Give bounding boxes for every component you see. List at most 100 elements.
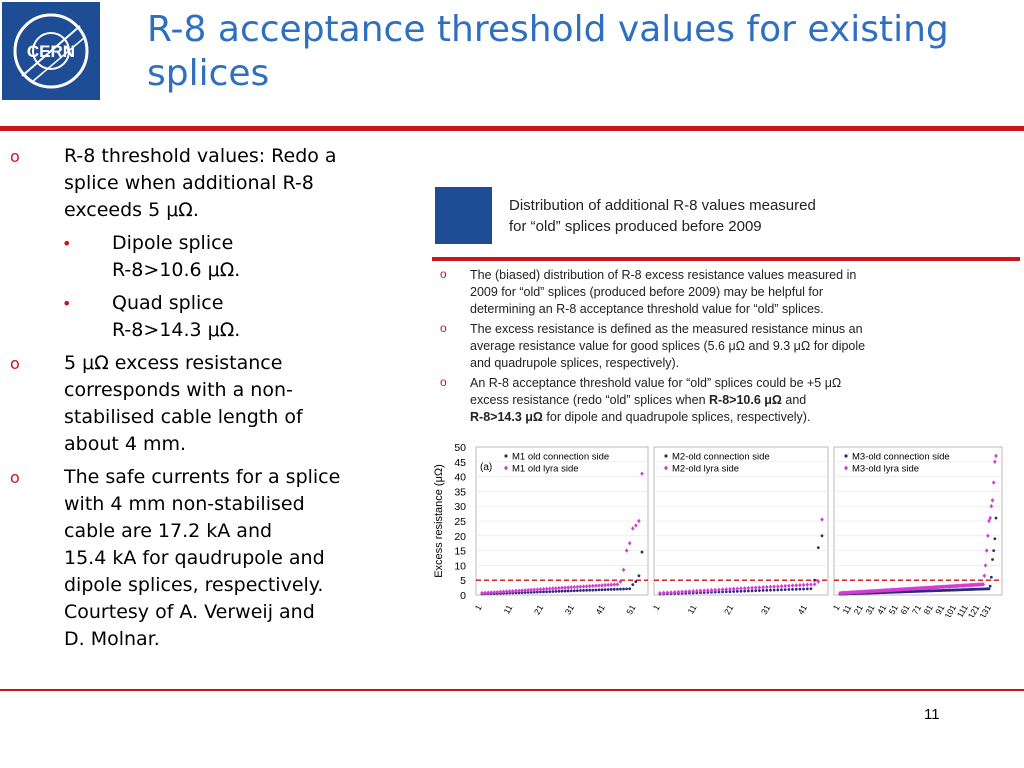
bullet-text: D. Molnar. [64, 628, 160, 650]
data-point [591, 588, 595, 592]
data-point [816, 579, 821, 584]
data-point [560, 589, 564, 593]
data-point [695, 588, 699, 594]
bullet-text: cable are 17.2 kA and [64, 520, 273, 542]
data-point [772, 584, 776, 589]
legend-label: M2-old connection side [672, 452, 770, 463]
x-tick-label: 111 [955, 603, 970, 617]
quad-threshold: R-8>14.3 μΩ [470, 410, 543, 424]
figure-bullet-text-part: excess resistance (redo “old” splices wh… [470, 393, 709, 407]
data-point [798, 587, 802, 591]
data-point [805, 587, 809, 591]
bullet-text: corresponds with a non- [64, 379, 293, 401]
excess-resistance-chart: Excess resistance (μΩ) 0 5 10 15 20 25 30 35 40 45… [433, 442, 1003, 617]
data-point [742, 586, 747, 591]
figure-logo-graphic: CERN [441, 445, 486, 490]
bullet-marker: o [10, 354, 20, 373]
data-point [587, 583, 592, 589]
data-point [532, 587, 537, 592]
x-tick-label: 21 [532, 603, 546, 616]
y-axis-label: Excess resistance (μΩ) [433, 464, 445, 578]
data-point [603, 582, 607, 588]
embedded-figure: CERN Distribution of additional R-8 valu… [432, 185, 1020, 617]
figure-bullet-text: average resistance value for good splice… [470, 339, 866, 353]
svg-text:CERN: CERN [449, 463, 477, 474]
data-point [619, 587, 622, 591]
bullet-text: Dipole splice [112, 232, 234, 254]
figure-bullet-text: and quadrupole splices, respectively). [470, 356, 680, 370]
bullet-item: o 5 μΩ excess resistance corresponds wit… [10, 350, 410, 458]
data-point [994, 516, 998, 520]
legend-label: M1 old connection side [512, 452, 609, 463]
data-point [597, 583, 601, 588]
x-tick-label: 11 [840, 603, 853, 616]
data-point [754, 589, 758, 593]
legend-marker [664, 465, 668, 471]
figure-title-line: Distribution of additional R-8 values me… [509, 197, 816, 214]
bullet-text: Courtesy of A. Verweij and [64, 601, 315, 623]
panel-label: (a) [480, 462, 492, 473]
x-tick-label: 71 [910, 603, 924, 616]
data-point [584, 584, 589, 589]
data-point [669, 590, 673, 595]
data-point [776, 584, 780, 589]
figure-bullet-text: The (biased) distribution of R-8 excess … [470, 268, 857, 282]
legend-marker [504, 465, 508, 471]
data-point [532, 590, 536, 594]
data-point [566, 585, 570, 590]
figure-bullet-list: o The (biased) distribution of R-8 exces… [432, 267, 1012, 429]
data-point [640, 550, 644, 554]
data-point [637, 574, 641, 578]
data-point [802, 587, 805, 591]
data-point [539, 590, 542, 594]
legend-label: M3-old lyra side [852, 464, 919, 475]
data-point [982, 573, 987, 578]
data-point [993, 537, 997, 541]
y-tick-label: 5 [460, 575, 466, 587]
x-tick-label: 131 [977, 603, 993, 617]
data-point [739, 586, 743, 591]
x-tick-label: 1 [473, 603, 484, 612]
data-point [768, 584, 773, 590]
legend-marker [504, 454, 508, 458]
data-point [582, 589, 585, 592]
data-point [991, 480, 996, 485]
data-point [750, 589, 754, 593]
data-point [578, 584, 583, 589]
data-point [597, 588, 601, 592]
data-point [991, 558, 994, 561]
data-point [981, 582, 985, 587]
figure-bullet-text: The excess resistance is defined as the … [470, 322, 863, 336]
data-point [545, 590, 549, 594]
data-point [557, 585, 561, 591]
data-point [732, 590, 736, 593]
data-point [634, 580, 638, 584]
data-point [560, 585, 564, 591]
data-point [769, 588, 772, 592]
x-tick-label: 31 [759, 603, 773, 616]
x-tick-label: 1 [831, 603, 842, 612]
data-point [753, 585, 758, 590]
data-point [720, 587, 725, 592]
data-point [665, 590, 670, 595]
data-point [724, 587, 729, 592]
x-tick-label: 1 [651, 603, 662, 612]
data-point [713, 587, 718, 593]
data-point [676, 589, 681, 595]
data-point [548, 590, 552, 594]
figure-bullet: o The (biased) distribution of R-8 exces… [432, 267, 1012, 318]
data-point [809, 587, 813, 591]
x-tick-label: 31 [563, 603, 577, 616]
data-point [728, 590, 732, 593]
data-point [504, 589, 509, 594]
data-point [630, 526, 635, 531]
top-divider [0, 126, 1024, 131]
bullet-text: splice when additional R-8 [64, 172, 314, 194]
data-point [627, 541, 632, 546]
y-tick-label: 35 [454, 486, 466, 498]
x-tick-label: 51 [624, 603, 638, 616]
data-point [600, 588, 604, 592]
bullet-item: o The safe currents for a splice with 4 … [10, 464, 410, 653]
x-tick-label: 11 [501, 603, 514, 616]
figure-cern-logo: CERN [435, 187, 492, 490]
